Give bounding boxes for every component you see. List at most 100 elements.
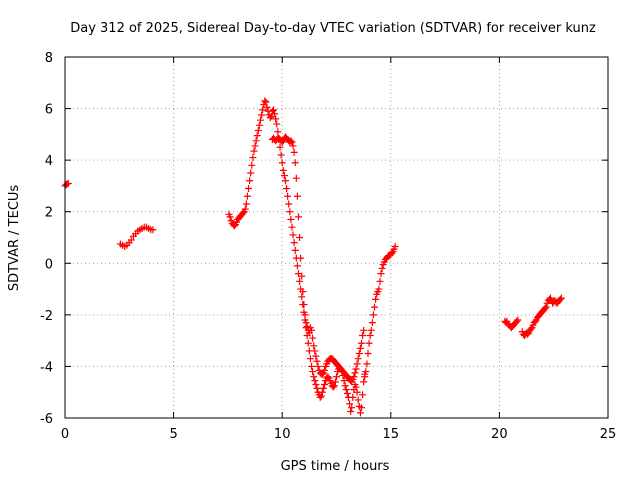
data-point-marker [319,384,327,392]
data-point-marker [331,378,339,386]
data-point-marker [64,179,72,187]
data-point-marker [262,98,270,106]
data-point-marker [296,234,304,241]
data-point-marker [289,142,297,150]
data-point-marker [246,177,254,185]
data-point-marker [329,383,337,391]
data-point-marker [541,304,549,312]
data-point-marker [283,185,291,193]
data-point-marker [252,137,260,145]
data-point-marker [357,339,365,347]
data-point-marker [542,303,550,311]
data-point-marker [278,159,286,167]
data-point-marker [291,159,299,167]
data-point-marker [360,378,368,386]
data-point-marker [270,106,278,114]
data-point-marker [242,200,250,208]
data-point-marker [310,373,318,381]
data-point-marker [273,120,281,128]
data-point-marker [311,377,319,385]
data-point-marker [324,373,332,381]
data-point-marker [254,126,262,134]
data-point-marker [278,138,286,146]
data-point-marker [357,404,365,412]
data-point-marker [377,270,385,278]
data-point-marker [299,288,307,296]
data-point-marker [226,213,234,221]
data-point-marker [371,303,379,311]
data-point-marker [310,342,318,350]
data-point-marker [372,295,380,303]
data-point-marker [288,138,296,146]
data-point-marker [388,249,396,257]
axis-ticks [64,56,609,419]
data-point-marker [298,293,306,301]
data-point-marker [298,272,306,280]
data-point-marker [365,339,373,347]
data-point-marker [378,264,386,272]
data-point-marker [256,116,264,124]
y-tick-label: 4 [45,154,53,169]
data-point-marker [248,161,256,169]
data-point-marker [346,400,354,408]
data-point-marker [277,151,285,159]
data-point-marker [353,388,361,396]
data-point-marker [287,215,295,223]
data-point-marker [245,185,253,193]
data-point-marker [391,243,399,251]
data-points [61,97,565,417]
data-point-marker [318,370,326,378]
data-point-marker [271,110,279,118]
data-point-marker [127,236,135,244]
data-point-marker [352,383,360,391]
data-point-marker [317,392,325,400]
y-tick-label: -2 [40,309,53,324]
x-tick-labels: 0 5 10 15 20 25 [61,427,616,442]
data-point-marker [524,330,532,338]
data-point-marker [288,223,296,231]
data-point-marker [293,262,301,270]
data-point-marker [249,154,257,162]
data-point-marker [366,331,374,339]
data-point-marker [294,213,302,221]
data-point-marker [286,208,294,216]
data-point-marker [290,148,298,156]
data-point-marker [350,373,358,381]
y-tick-label: -4 [40,360,53,375]
data-point-marker [349,393,357,401]
data-point-marker [308,326,316,334]
data-point-marker [375,285,383,293]
data-point-marker [309,368,317,376]
data-point-marker [266,114,274,122]
data-point-marker [311,347,319,355]
data-point-marker [312,380,320,388]
data-point-marker [363,360,371,368]
plot-frame [64,56,609,419]
data-point-marker [302,319,310,327]
data-point-marker [279,166,287,174]
data-point-marker [359,391,367,399]
data-point-marker [361,373,369,381]
y-tick-label: 6 [45,103,53,118]
x-tick-label: 25 [600,427,617,442]
data-point-marker [316,393,324,401]
data-point-marker [513,317,521,325]
data-point-marker [287,137,295,145]
data-point-marker [348,404,356,412]
y-tick-labels: -6 -4 -2 0 2 4 6 8 [40,51,53,427]
data-point-marker [356,409,364,417]
data-point-marker [296,277,304,285]
data-point-marker [289,231,297,239]
data-point-marker [353,360,361,368]
data-point-marker [284,192,292,200]
x-tick-label: 10 [274,427,291,442]
data-point-marker [318,388,326,396]
data-point-marker [247,169,255,177]
data-point-marker [255,121,263,129]
data-point-marker [354,355,362,363]
data-point-marker [531,317,539,325]
data-point-marker [241,205,249,213]
data-point-marker [253,132,261,140]
data-point-marker [259,106,267,114]
